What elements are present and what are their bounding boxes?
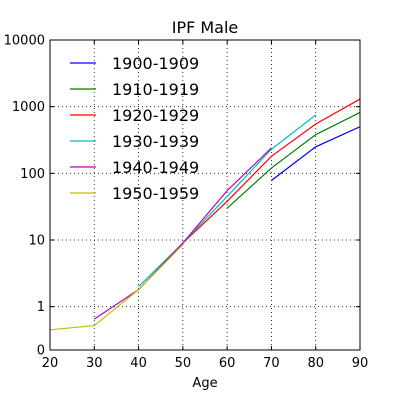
y-tick-label: 0 bbox=[37, 344, 45, 359]
series-line-1900-1909 bbox=[271, 126, 361, 182]
y-tick-label: 10 bbox=[28, 234, 45, 249]
x-tick-label: 30 bbox=[86, 356, 103, 371]
legend-label: 1910-1919 bbox=[112, 80, 199, 99]
legend-label: 1920-1929 bbox=[112, 106, 199, 125]
legend-label: 1940-1949 bbox=[112, 158, 199, 177]
plot-area-frame bbox=[49, 39, 361, 351]
series-line-1910-1919 bbox=[226, 111, 361, 209]
x-axis-label: Age bbox=[192, 376, 217, 391]
y-tick-label: 10000 bbox=[4, 34, 45, 49]
x-tick-label: 70 bbox=[263, 356, 280, 371]
x-tick-label: 80 bbox=[307, 356, 324, 371]
series-line-1920-1929 bbox=[182, 98, 361, 244]
legend-label: 1930-1939 bbox=[112, 132, 199, 151]
x-tick-label: 50 bbox=[175, 356, 192, 371]
x-tick-label: 90 bbox=[352, 356, 369, 371]
legend-label: 1950-1959 bbox=[112, 184, 199, 203]
y-tick-label: 1 bbox=[37, 300, 45, 315]
series-line-1940-1949 bbox=[93, 147, 272, 320]
chart-title: IPF Male bbox=[172, 18, 239, 37]
x-tick-label: 60 bbox=[219, 356, 236, 371]
series-lines bbox=[49, 98, 361, 331]
axis-ticks: 20 30 40 50 60 70 80 90 1 10 100 1000 10000 0 bbox=[4, 34, 369, 372]
y-tick-label: 100 bbox=[20, 167, 45, 182]
x-tick-label: 40 bbox=[130, 356, 147, 371]
legend: 1900-1909 1910-1919 1920-1929 1930-1939 1940… bbox=[70, 54, 199, 203]
x-tick-label: 20 bbox=[42, 356, 59, 371]
series-line-1950-1959 bbox=[49, 244, 184, 331]
grid-lines bbox=[50, 40, 360, 350]
series-line-1930-1939 bbox=[138, 114, 317, 288]
y-tick-label: 1000 bbox=[12, 100, 45, 115]
legend-label: 1900-1909 bbox=[112, 54, 199, 73]
